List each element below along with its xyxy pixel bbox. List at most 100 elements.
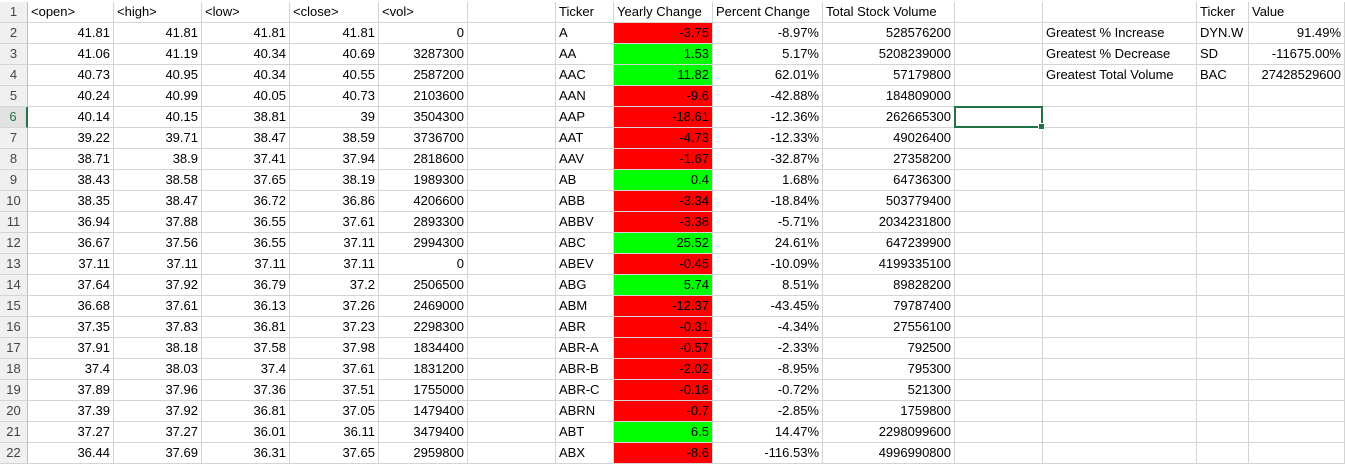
cell-empty[interactable] [1249,401,1345,422]
cell-total-volume[interactable]: 521300 [823,380,955,401]
cell-empty[interactable] [1197,107,1249,128]
cell-low[interactable]: 36.81 [202,317,290,338]
cell-empty[interactable] [1043,170,1197,191]
cell-empty[interactable] [1249,359,1345,380]
cell-empty[interactable] [1249,212,1345,233]
cell-ticker[interactable]: ABM [556,296,614,317]
cell-percent-change[interactable]: -32.87% [713,149,823,170]
cell-ticker[interactable]: AB [556,170,614,191]
cell-yearly-change[interactable]: -4.73 [614,128,713,149]
cell-open[interactable]: 41.06 [28,44,114,65]
row-header-2[interactable]: 2 [0,23,28,44]
cell-high[interactable]: 37.92 [114,401,202,422]
cell-close[interactable]: 37.23 [290,317,379,338]
summary-value[interactable]: -11675.00% [1249,44,1345,65]
cell-empty[interactable] [1043,359,1197,380]
summary-ticker[interactable]: BAC [1197,65,1249,86]
column-header-e[interactable]: <vol> [379,2,468,23]
cell-vol[interactable]: 1831200 [379,359,468,380]
cell-close[interactable]: 36.86 [290,191,379,212]
cell-yearly-change[interactable]: 25.52 [614,233,713,254]
cell-empty[interactable] [468,359,556,380]
cell-percent-change[interactable]: -12.33% [713,128,823,149]
cell-empty[interactable] [1249,149,1345,170]
cell-empty[interactable] [955,65,1043,86]
cell-yearly-change[interactable]: -8.6 [614,443,713,464]
cell-vol[interactable]: 2298300 [379,317,468,338]
cell-yearly-change[interactable]: -1.67 [614,149,713,170]
cell-empty[interactable] [955,380,1043,401]
cell-vol[interactable]: 2469000 [379,296,468,317]
summary-label[interactable]: Greatest Total Volume [1043,65,1197,86]
cell-percent-change[interactable]: -43.45% [713,296,823,317]
cell-high[interactable]: 38.47 [114,191,202,212]
cell-empty[interactable] [468,401,556,422]
cell-empty[interactable] [955,23,1043,44]
cell-ticker[interactable]: ABR-C [556,380,614,401]
cell-empty[interactable] [468,170,556,191]
cell-vol[interactable]: 1755000 [379,380,468,401]
column-header-l[interactable]: Value [1249,2,1345,23]
cell-low[interactable]: 37.58 [202,338,290,359]
cell-percent-change[interactable]: -18.84% [713,191,823,212]
cell-empty[interactable] [1249,128,1345,149]
cell-empty[interactable] [1043,380,1197,401]
cell-open[interactable]: 37.27 [28,422,114,443]
cell-low[interactable]: 36.79 [202,275,290,296]
cell-high[interactable]: 38.03 [114,359,202,380]
cell-empty[interactable] [468,149,556,170]
cell-empty[interactable] [468,233,556,254]
cell-empty[interactable] [468,191,556,212]
cell-empty[interactable] [468,107,556,128]
cell-yearly-change[interactable]: -3.75 [614,23,713,44]
cell-empty[interactable] [1249,317,1345,338]
row-header-13[interactable]: 13 [0,254,28,275]
cell-empty[interactable] [468,317,556,338]
cell-vol[interactable]: 3287300 [379,44,468,65]
row-header-20[interactable]: 20 [0,401,28,422]
cell-empty[interactable] [955,128,1043,149]
cell-percent-change[interactable]: -42.88% [713,86,823,107]
cell-empty[interactable] [1197,296,1249,317]
cell-empty[interactable] [468,65,556,86]
row-header-17[interactable]: 17 [0,338,28,359]
cell-ticker[interactable]: ABC [556,233,614,254]
cell-empty[interactable] [955,275,1043,296]
cell-empty[interactable] [1249,254,1345,275]
cell-empty[interactable] [955,401,1043,422]
cell-yearly-change[interactable]: 11.82 [614,65,713,86]
cell-empty[interactable] [1043,401,1197,422]
cell-total-volume[interactable]: 792500 [823,338,955,359]
cell-empty[interactable] [955,422,1043,443]
cell-empty[interactable] [1249,443,1345,464]
cell-empty[interactable] [468,212,556,233]
cell-empty[interactable] [1043,191,1197,212]
cell-close[interactable]: 40.73 [290,86,379,107]
cell-yearly-change[interactable]: -0.45 [614,254,713,275]
cell-total-volume[interactable]: 1759800 [823,401,955,422]
cell-empty[interactable] [1197,380,1249,401]
cell-high[interactable]: 37.92 [114,275,202,296]
cell-empty[interactable] [468,443,556,464]
cell-empty[interactable] [1043,296,1197,317]
cell-empty[interactable] [468,296,556,317]
cell-close[interactable]: 41.81 [290,23,379,44]
cell-vol[interactable]: 0 [379,23,468,44]
summary-ticker[interactable]: DYN.W [1197,23,1249,44]
cell-low[interactable]: 36.72 [202,191,290,212]
summary-value[interactable]: 91.49% [1249,23,1345,44]
cell-open[interactable]: 39.22 [28,128,114,149]
cell-total-volume[interactable]: 647239900 [823,233,955,254]
cell-low[interactable]: 37.36 [202,380,290,401]
cell-vol[interactable]: 1989300 [379,170,468,191]
summary-value[interactable]: 27428529600 [1249,65,1345,86]
cell-empty[interactable] [955,443,1043,464]
row-header-6[interactable]: 6 [0,107,28,128]
cell-open[interactable]: 40.24 [28,86,114,107]
cell-high[interactable]: 41.19 [114,44,202,65]
cell-empty[interactable] [955,44,1043,65]
cell-vol[interactable]: 3504300 [379,107,468,128]
cell-low[interactable]: 36.31 [202,443,290,464]
cell-ticker[interactable]: ABR [556,317,614,338]
cell-ticker[interactable]: ABB [556,191,614,212]
